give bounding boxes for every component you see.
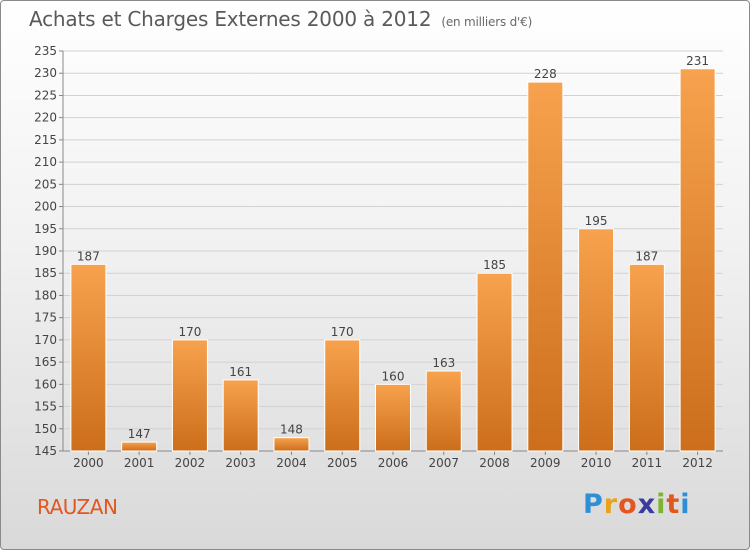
value-label-2009: 228 — [534, 67, 557, 81]
y-tick-label: 160 — [34, 377, 57, 391]
logo-letter: t — [666, 489, 681, 520]
bar-2000 — [70, 263, 107, 452]
y-tick-label: 165 — [34, 355, 57, 369]
x-tick-label-2009: 2009 — [530, 456, 561, 470]
bar-2006 — [375, 383, 411, 452]
y-tick-label: 200 — [34, 200, 57, 214]
bar-2010 — [578, 228, 615, 452]
x-tick-label-2006: 2006 — [378, 456, 409, 470]
x-tick-label-2003: 2003 — [225, 456, 256, 470]
y-tick-label: 210 — [34, 155, 57, 169]
y-tick-label: 175 — [34, 311, 57, 325]
y-tick-label: 195 — [34, 222, 57, 236]
chart-title: Achats et Charges Externes 2000 à 2012 (e… — [29, 7, 532, 31]
y-tick-label: 215 — [34, 133, 57, 147]
logo-letter: P — [583, 489, 604, 520]
x-tick-label-2005: 2005 — [327, 456, 358, 470]
y-tick-label: 235 — [34, 44, 57, 58]
bar-2012 — [679, 68, 716, 452]
value-label-2005: 170 — [331, 325, 354, 339]
bars — [70, 68, 716, 452]
logo-letter: i — [680, 489, 691, 520]
bar-2007 — [425, 370, 462, 452]
x-tick-label-2008: 2008 — [479, 456, 510, 470]
value-label-2003: 161 — [229, 365, 252, 379]
x-tick-label-2011: 2011 — [632, 456, 663, 470]
y-tick-label: 170 — [34, 333, 57, 347]
y-tick-label: 205 — [34, 177, 57, 191]
y-tick-label: 155 — [34, 400, 57, 414]
bar-2003 — [222, 379, 259, 452]
y-tick-label: 230 — [34, 66, 57, 80]
x-tick-label-2010: 2010 — [581, 456, 612, 470]
bar-2009 — [527, 81, 564, 452]
bar-2001 — [121, 441, 158, 452]
chart-subtitle: (en milliers d'€) — [441, 15, 533, 29]
axes: 145 150 155 160 165 170 175 180 185 190 195 200 205 2… — [34, 44, 723, 458]
title-text: Achats et Charges Externes 2000 à 2012 — [29, 7, 432, 31]
logo-letter: i — [656, 489, 667, 520]
value-label-2010: 195 — [585, 214, 608, 228]
bar-2004 — [273, 437, 310, 452]
value-label-2008: 185 — [483, 258, 506, 272]
value-label-2007: 163 — [432, 356, 455, 370]
x-tick-label-2002: 2002 — [175, 456, 206, 470]
value-label-2001: 147 — [128, 427, 151, 441]
value-label-2002: 170 — [178, 325, 201, 339]
y-tick-label: 190 — [34, 244, 57, 258]
x-tick-label-2012: 2012 — [682, 456, 713, 470]
value-label-2006: 160 — [382, 369, 405, 383]
bar-2002 — [171, 339, 208, 452]
y-tick-label: 180 — [34, 288, 57, 302]
y-tick-label: 145 — [34, 444, 57, 458]
x-tick-label-2000: 2000 — [73, 456, 104, 470]
bar-2011 — [628, 263, 665, 452]
bar-2005 — [324, 339, 361, 452]
x-tick-label-2007: 2007 — [428, 456, 459, 470]
logo-letter: r — [603, 489, 619, 520]
value-label-2011: 187 — [635, 249, 658, 263]
y-tick-label: 185 — [34, 266, 57, 280]
value-label-2012: 231 — [686, 54, 709, 68]
y-tick-label: 220 — [34, 111, 57, 125]
labels: 187 2000 147 2001 170 2002 161 2003 148 2004 170 20… — [73, 54, 713, 470]
value-label-2000: 187 — [77, 249, 100, 263]
value-label-2004: 148 — [280, 423, 303, 437]
x-tick-label-2004: 2004 — [276, 456, 307, 470]
y-tick-label: 225 — [34, 88, 57, 102]
logo-letter: o — [618, 489, 638, 520]
proxiti-logo[interactable]: Proxiti — [583, 489, 691, 520]
y-tick-label: 150 — [34, 422, 57, 436]
bar-2008 — [476, 272, 513, 452]
logo-letter: x — [637, 489, 657, 520]
commune-name: RAUZAN — [37, 495, 118, 519]
x-tick-label-2001: 2001 — [124, 456, 155, 470]
